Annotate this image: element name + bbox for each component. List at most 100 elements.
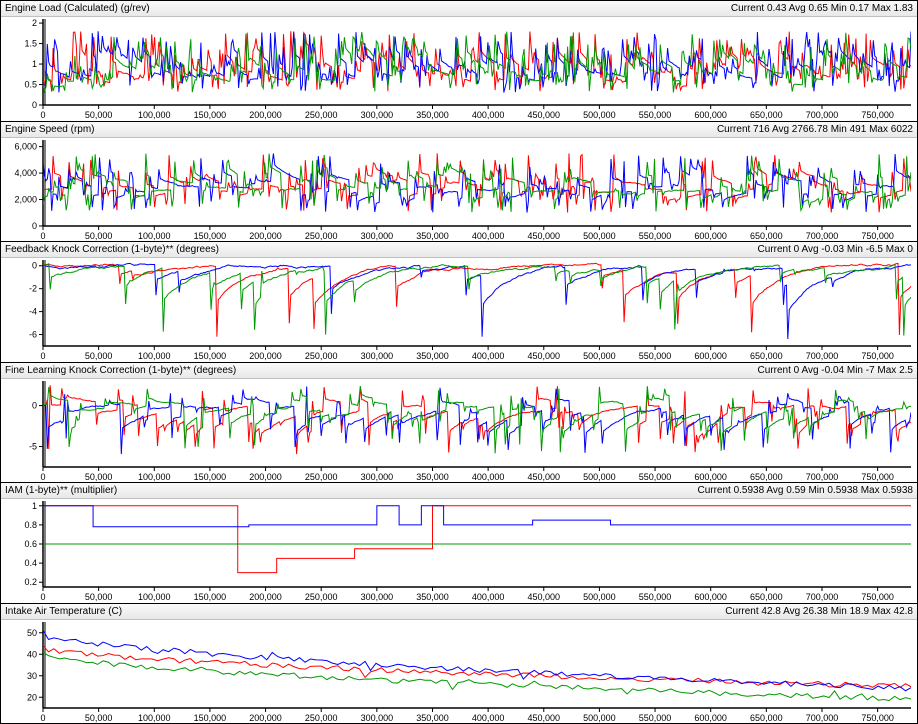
svg-text:450,000: 450,000 (527, 713, 560, 723)
svg-text:-2: -2 (29, 284, 37, 294)
svg-text:450,000: 450,000 (527, 231, 560, 241)
panel-stats: Current 0 Avg -0.04 Min -7 Max 2.5 (758, 363, 913, 378)
svg-text:600,000: 600,000 (694, 351, 727, 361)
svg-text:700,000: 700,000 (806, 472, 839, 482)
svg-text:500,000: 500,000 (583, 110, 616, 120)
svg-text:200,000: 200,000 (249, 713, 282, 723)
svg-text:200,000: 200,000 (249, 110, 282, 120)
svg-text:500,000: 500,000 (583, 592, 616, 602)
svg-text:300,000: 300,000 (361, 592, 394, 602)
svg-text:450,000: 450,000 (527, 472, 560, 482)
svg-text:650,000: 650,000 (750, 110, 783, 120)
chart-plot-area: 0.20.40.60.81050,000100,000150,000200,00… (1, 499, 917, 603)
svg-text:700,000: 700,000 (806, 592, 839, 602)
svg-text:50,000: 50,000 (85, 231, 113, 241)
svg-text:550,000: 550,000 (639, 592, 672, 602)
svg-text:150,000: 150,000 (194, 592, 227, 602)
chart-plot-area: -6-4-20050,000100,000150,000200,000250,0… (1, 258, 917, 362)
svg-text:2: 2 (32, 18, 37, 28)
svg-text:750,000: 750,000 (861, 713, 894, 723)
panel-title: Engine Speed (rpm) (5, 122, 95, 137)
panel-stats: Current 0.43 Avg 0.65 Min 0.17 Max 1.83 (731, 1, 913, 16)
svg-text:0.5: 0.5 (24, 80, 37, 90)
svg-text:750,000: 750,000 (861, 110, 894, 120)
chart-container: Engine Load (Calculated) (g/rev)Current … (0, 0, 918, 724)
svg-text:650,000: 650,000 (750, 713, 783, 723)
svg-text:20: 20 (27, 692, 37, 702)
svg-text:600,000: 600,000 (694, 592, 727, 602)
svg-text:550,000: 550,000 (639, 472, 672, 482)
svg-text:0: 0 (32, 221, 37, 231)
svg-text:150,000: 150,000 (194, 472, 227, 482)
chart-panel-engine-speed: Engine Speed (rpm) Current 716 Avg 2766.7… (1, 122, 917, 243)
svg-text:-4: -4 (29, 307, 37, 317)
svg-text:650,000: 650,000 (750, 351, 783, 361)
svg-text:0.8: 0.8 (24, 520, 37, 530)
svg-text:250,000: 250,000 (305, 472, 338, 482)
svg-text:750,000: 750,000 (861, 231, 894, 241)
svg-text:650,000: 650,000 (750, 231, 783, 241)
svg-text:50,000: 50,000 (85, 110, 113, 120)
svg-text:400,000: 400,000 (472, 592, 505, 602)
svg-text:250,000: 250,000 (305, 231, 338, 241)
svg-text:300,000: 300,000 (361, 351, 394, 361)
svg-text:650,000: 650,000 (750, 472, 783, 482)
svg-text:2,000: 2,000 (14, 194, 37, 204)
svg-text:300,000: 300,000 (361, 472, 394, 482)
svg-text:50,000: 50,000 (85, 472, 113, 482)
panel-title: Intake Air Temperature (C) (5, 604, 122, 619)
chart-plot-area: 02,0004,0006,000050,000100,000150,000200… (1, 138, 917, 242)
svg-text:550,000: 550,000 (639, 713, 672, 723)
svg-text:6,000: 6,000 (14, 141, 37, 151)
svg-text:750,000: 750,000 (861, 592, 894, 602)
svg-text:350,000: 350,000 (416, 472, 449, 482)
svg-text:200,000: 200,000 (249, 472, 282, 482)
chart-panel-fb-knock: Feedback Knock Correction (1-byte)** (de… (1, 242, 917, 363)
svg-text:750,000: 750,000 (861, 351, 894, 361)
svg-text:0: 0 (40, 351, 45, 361)
svg-text:0: 0 (32, 100, 37, 110)
svg-text:450,000: 450,000 (527, 351, 560, 361)
svg-text:600,000: 600,000 (694, 713, 727, 723)
svg-text:300,000: 300,000 (361, 713, 394, 723)
panel-header: Intake Air Temperature (C)Current 42.8 A… (1, 604, 917, 620)
svg-text:600,000: 600,000 (694, 110, 727, 120)
panel-header: Feedback Knock Correction (1-byte)** (de… (1, 242, 917, 258)
svg-text:350,000: 350,000 (416, 351, 449, 361)
panel-title: Feedback Knock Correction (1-byte)** (de… (5, 242, 219, 257)
chart-panel-engine-load: Engine Load (Calculated) (g/rev)Current … (1, 1, 917, 122)
svg-text:700,000: 700,000 (806, 351, 839, 361)
svg-text:500,000: 500,000 (583, 351, 616, 361)
svg-text:200,000: 200,000 (249, 351, 282, 361)
chart-plot-area: 20304050050,000100,000150,000200,000250,… (1, 620, 917, 724)
svg-text:150,000: 150,000 (194, 713, 227, 723)
svg-text:150,000: 150,000 (194, 351, 227, 361)
svg-text:300,000: 300,000 (361, 231, 394, 241)
svg-text:100,000: 100,000 (138, 231, 171, 241)
svg-text:100,000: 100,000 (138, 472, 171, 482)
svg-text:550,000: 550,000 (639, 351, 672, 361)
chart-svg: -6-4-20050,000100,000150,000200,000250,0… (1, 258, 917, 362)
panel-header: Engine Speed (rpm) Current 716 Avg 2766.7… (1, 122, 917, 138)
svg-text:200,000: 200,000 (249, 231, 282, 241)
svg-text:1.5: 1.5 (24, 39, 37, 49)
svg-text:40: 40 (27, 649, 37, 659)
panel-stats: Current 716 Avg 2766.78 Min 491 Max 6022 (717, 122, 913, 137)
svg-text:350,000: 350,000 (416, 592, 449, 602)
chart-panel-iam: IAM (1-byte)** (multiplier)Current 0.593… (1, 483, 917, 604)
svg-text:600,000: 600,000 (694, 472, 727, 482)
panel-stats: Current 0.5938 Avg 0.59 Min 0.5938 Max 0… (697, 483, 913, 498)
svg-text:500,000: 500,000 (583, 472, 616, 482)
panel-header: Fine Learning Knock Correction (1-byte)*… (1, 363, 917, 379)
svg-text:100,000: 100,000 (138, 592, 171, 602)
svg-text:400,000: 400,000 (472, 713, 505, 723)
svg-text:400,000: 400,000 (472, 351, 505, 361)
svg-text:0.4: 0.4 (24, 558, 37, 568)
panel-header: IAM (1-byte)** (multiplier)Current 0.593… (1, 483, 917, 499)
svg-text:450,000: 450,000 (527, 110, 560, 120)
svg-text:50,000: 50,000 (85, 592, 113, 602)
svg-text:-6: -6 (29, 330, 37, 340)
chart-svg: 0.20.40.60.81050,000100,000150,000200,00… (1, 499, 917, 603)
svg-text:350,000: 350,000 (416, 231, 449, 241)
svg-text:200,000: 200,000 (249, 592, 282, 602)
